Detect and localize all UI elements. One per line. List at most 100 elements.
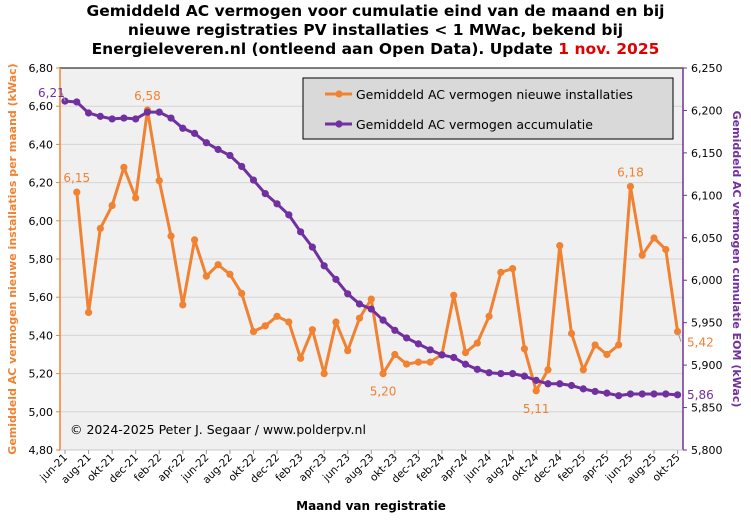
data-point-1 [120, 114, 128, 122]
data-point-0 [450, 291, 458, 299]
data-point-1 [579, 385, 587, 393]
data-point-1 [391, 326, 399, 334]
data-point-0 [603, 350, 611, 359]
data-point-1 [320, 262, 328, 270]
data-point-0 [344, 347, 352, 355]
right-tick-label: 6,050 [691, 232, 723, 245]
data-point-0 [473, 339, 481, 347]
data-point-1 [567, 381, 576, 390]
data-point-0 [202, 272, 210, 280]
right-tick-label: 6,200 [691, 104, 723, 117]
data-point-0 [167, 232, 175, 240]
data-point-1 [638, 390, 646, 398]
title-line-3: Energieleveren.nl (ontleend aan Open Dat… [0, 40, 751, 59]
data-label: 5,20 [370, 385, 397, 399]
data-point-1 [650, 390, 658, 398]
data-point-1 [603, 389, 611, 397]
data-point-1 [167, 114, 175, 122]
data-point-0 [403, 360, 411, 368]
data-point-0 [532, 387, 540, 395]
data-point-1 [249, 176, 258, 184]
legend-marker-0 [335, 90, 343, 98]
data-point-0 [615, 341, 623, 349]
data-point-1 [297, 228, 305, 236]
left-tick-label: 5,20 [29, 368, 54, 381]
legend-label-1: Gemiddeld AC vermogen accumulatie [356, 117, 593, 132]
left-axis-title: Gemiddeld AC vermogen nieuwe installatie… [6, 63, 19, 454]
data-point-1 [214, 145, 222, 154]
data-label: 6,15 [63, 171, 90, 185]
data-point-1 [367, 305, 375, 313]
data-point-1 [179, 124, 187, 132]
data-point-0 [96, 224, 104, 233]
data-point-1 [273, 200, 281, 208]
data-point-0 [626, 182, 635, 191]
data-point-0 [226, 270, 234, 278]
data-point-0 [179, 301, 187, 309]
data-point-0 [273, 312, 281, 320]
data-label: 5,42 [687, 336, 714, 350]
right-tick-label: 5,950 [691, 317, 723, 330]
data-point-1 [497, 370, 505, 378]
left-tick-label: 5,60 [29, 291, 54, 304]
data-point-0 [308, 326, 316, 334]
data-point-1 [544, 380, 552, 388]
data-label: 6,58 [134, 89, 161, 103]
data-point-1 [414, 340, 422, 348]
data-point-1 [591, 387, 599, 396]
data-point-0 [108, 201, 116, 210]
data-point-0 [567, 329, 576, 338]
copyright-text: © 2024-2025 Peter J. Segaar / www.polder… [70, 422, 366, 437]
data-point-1 [438, 351, 446, 359]
data-point-0 [556, 242, 564, 250]
data-point-1 [108, 115, 116, 123]
data-point-0 [426, 358, 434, 366]
data-point-0 [662, 245, 670, 254]
data-point-1 [226, 151, 234, 160]
data-label: 6,21 [38, 86, 65, 100]
data-point-1 [403, 334, 411, 342]
data-point-0 [84, 308, 93, 317]
data-point-0 [414, 358, 422, 366]
left-tick-label: 5,00 [29, 406, 54, 419]
data-point-0 [120, 163, 128, 171]
annotation-leader [61, 92, 66, 102]
legend-label-0: Gemiddeld AC vermogen nieuwe installatie… [356, 87, 633, 102]
data-point-0 [285, 318, 293, 326]
legend-marker-1 [335, 120, 343, 128]
data-point-1 [308, 243, 316, 251]
title-line-3-text: Energieleveren.nl (ontleend aan Open Dat… [91, 40, 559, 58]
data-label: 5,86 [687, 388, 714, 402]
data-point-1 [143, 108, 152, 116]
left-tick-label: 4,80 [29, 444, 54, 457]
right-tick-label: 6,000 [691, 274, 723, 287]
data-point-0 [379, 370, 387, 378]
data-point-0 [650, 234, 658, 242]
data-point-1 [450, 353, 458, 362]
data-point-1 [73, 98, 81, 106]
right-axis-title: Gemiddeld AC vermogen cumulatie EOM (kWa… [730, 111, 743, 408]
data-point-0 [214, 261, 222, 269]
data-point-0 [509, 264, 517, 273]
data-point-0 [261, 322, 269, 330]
data-point-0 [485, 312, 493, 320]
data-point-0 [249, 327, 258, 336]
data-point-1 [673, 391, 682, 399]
data-point-0 [367, 295, 375, 303]
data-point-0 [520, 345, 529, 353]
data-point-1 [532, 376, 540, 384]
right-tick-label: 6,100 [691, 189, 723, 202]
data-point-1 [285, 211, 293, 219]
data-point-1 [485, 369, 493, 377]
x-axis-title: Maand van registratie [296, 499, 446, 513]
data-point-1 [379, 316, 387, 324]
data-point-1 [238, 162, 246, 171]
annotation-leader [677, 331, 682, 342]
data-point-1 [261, 190, 269, 198]
data-point-1 [355, 300, 364, 308]
right-tick-label: 6,250 [691, 62, 723, 75]
data-point-1 [132, 115, 140, 123]
data-point-1 [626, 390, 635, 398]
data-point-1 [332, 275, 340, 283]
left-tick-label: 6,80 [29, 62, 54, 75]
